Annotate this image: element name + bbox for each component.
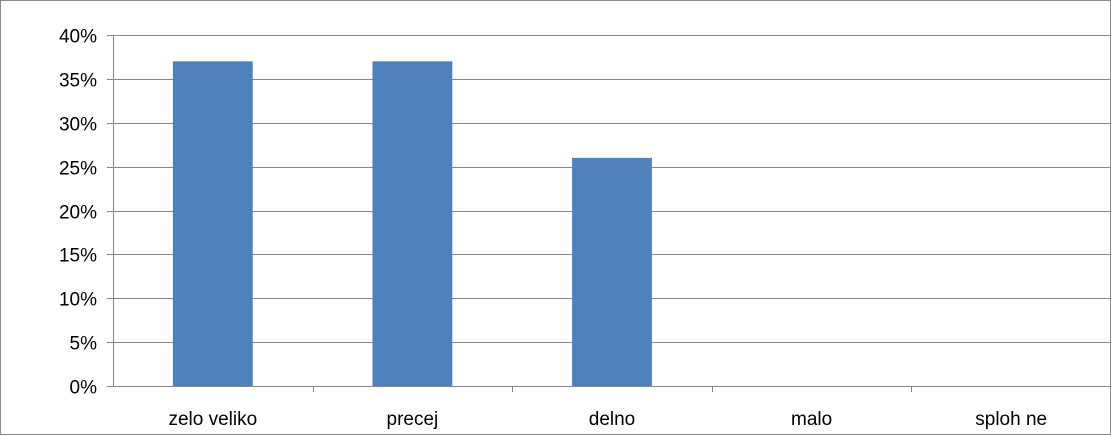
x-category-label: delno <box>589 409 636 430</box>
y-tick-label: 5% <box>70 334 98 355</box>
y-tick-label: 25% <box>59 159 97 180</box>
y-tick-label: 0% <box>70 378 98 399</box>
y-axis-tick-labels: 0% 5% 10% 15% 20% 25% 30% 35% 40% <box>59 27 97 399</box>
x-axis-category-labels: zelo veliko precej delno malo sploh ne <box>168 409 1047 430</box>
y-tick-label: 10% <box>59 290 97 311</box>
y-tick-label: 15% <box>59 246 97 267</box>
y-tick-label: 20% <box>59 203 97 224</box>
bar-precej <box>372 61 453 386</box>
y-tick-label: 40% <box>59 27 97 48</box>
bar-zelo-veliko <box>172 61 253 386</box>
y-tick-label: 30% <box>59 115 97 136</box>
x-category-label: sploh ne <box>975 409 1047 430</box>
axes <box>107 35 1111 392</box>
bars <box>172 61 652 386</box>
y-tick-label: 35% <box>59 71 97 92</box>
x-category-label: zelo veliko <box>168 409 257 430</box>
bar-delno <box>572 157 652 386</box>
x-category-label: malo <box>791 409 832 430</box>
x-category-label: precej <box>387 409 439 430</box>
